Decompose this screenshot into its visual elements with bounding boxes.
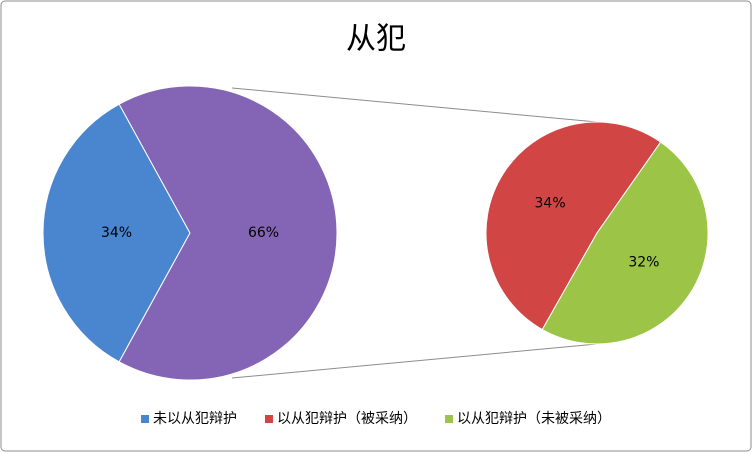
pie-slice bbox=[118, 85, 338, 381]
legend-swatch bbox=[265, 415, 273, 423]
pie-slice bbox=[541, 141, 709, 345]
data-label: 66% bbox=[248, 225, 279, 241]
legend-swatch bbox=[141, 415, 149, 423]
legend-label: 以从犯辩护（被采纳） bbox=[277, 411, 417, 427]
data-label: 32% bbox=[628, 255, 659, 271]
data-label: 34% bbox=[101, 225, 132, 241]
pie-slice bbox=[485, 121, 662, 331]
data-label: 34% bbox=[535, 195, 566, 211]
chart-title: 从犯 bbox=[346, 22, 406, 57]
connector-line bbox=[231, 87, 598, 123]
legend-label: 未以从犯辩护 bbox=[153, 411, 237, 427]
connector-line bbox=[231, 343, 598, 379]
pie-slice bbox=[42, 103, 191, 363]
legend-label: 以从犯辩护（未被采纳） bbox=[457, 411, 611, 427]
legend-swatch bbox=[445, 415, 453, 423]
